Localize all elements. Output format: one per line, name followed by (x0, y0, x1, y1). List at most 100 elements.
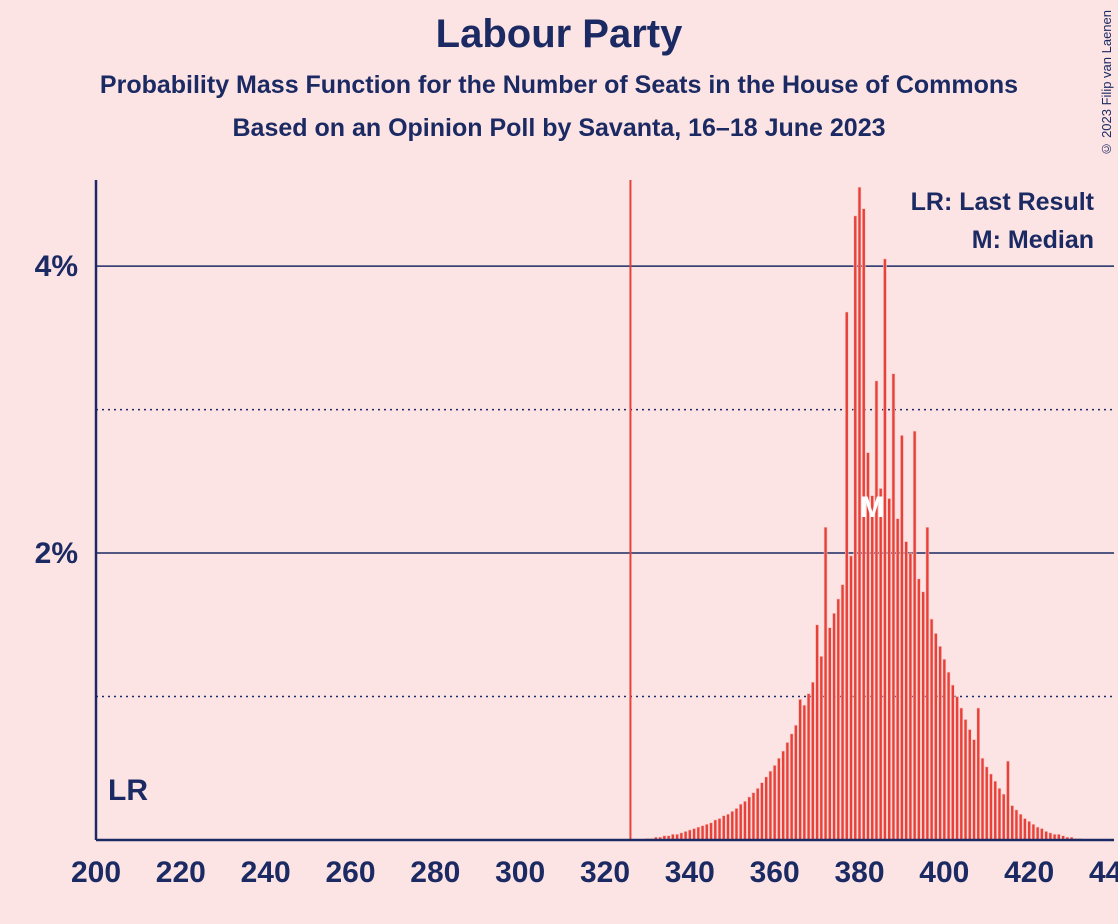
x-tick-label: 400 (919, 856, 969, 889)
pmf-bar (841, 585, 844, 840)
y-tick-label: 4% (35, 250, 78, 283)
pmf-bar (1019, 814, 1022, 840)
pmf-bar (871, 496, 874, 840)
pmf-bar (926, 527, 929, 840)
x-tick-label: 200 (71, 856, 121, 889)
pmf-bar (701, 826, 704, 840)
pmf-bar (799, 699, 802, 840)
pmf-bar (803, 705, 806, 840)
pmf-bar (748, 797, 751, 840)
pmf-bar (743, 801, 746, 840)
pmf-bar (845, 312, 848, 840)
pmf-bar (990, 774, 993, 840)
pmf-bar (934, 633, 937, 840)
pmf-bar (1006, 761, 1009, 840)
pmf-bar (1028, 821, 1031, 840)
pmf-bar (977, 708, 980, 840)
pmf-bar (994, 781, 997, 840)
x-tick-label: 300 (495, 856, 545, 889)
pmf-bar (985, 767, 988, 840)
pmf-bar (807, 694, 810, 840)
pmf-bar (968, 730, 971, 840)
x-tick-label: 380 (834, 856, 884, 889)
pmf-bar (837, 599, 840, 840)
pmf-bar (956, 697, 959, 840)
pmf-bar (718, 818, 721, 840)
pmf-bar (1011, 806, 1014, 840)
x-tick-label: 320 (580, 856, 630, 889)
pmf-bar (752, 793, 755, 840)
x-tick-label: 280 (410, 856, 460, 889)
pmf-bar (705, 824, 708, 840)
pmf-bar (794, 725, 797, 840)
pmf-bar (824, 527, 827, 840)
pmf-bar (782, 751, 785, 840)
pmf-bar (765, 777, 768, 840)
x-tick-label: 420 (1004, 856, 1054, 889)
pmf-bar (697, 827, 700, 840)
pmf-bar (811, 682, 814, 840)
pmf-bar (820, 656, 823, 840)
pmf-bar (850, 556, 853, 840)
pmf-bar (960, 708, 963, 840)
pmf-bar (981, 758, 984, 840)
x-tick-label: 440 (1089, 856, 1118, 889)
pmf-bar (714, 820, 717, 840)
pmf-bar (828, 628, 831, 840)
pmf-bar (930, 619, 933, 840)
pmf-bar (943, 659, 946, 840)
pmf-bar (1036, 827, 1039, 840)
median-label: M (860, 491, 885, 524)
pmf-bar (1023, 818, 1026, 840)
pmf-bar (883, 259, 886, 840)
pmf-bar (693, 829, 696, 840)
pmf-bar (1032, 824, 1035, 840)
pmf-bar (684, 831, 687, 840)
pmf-bar (998, 788, 1001, 840)
pmf-bar (722, 816, 725, 840)
pmf-bar (879, 488, 882, 840)
pmf-bar (888, 499, 891, 840)
chart-plot-area: 2% 4% LR M 200 220 240 260 280 300 320 340 360 380 400… (0, 0, 1118, 924)
pmf-bar (786, 742, 789, 840)
x-tick-label: 360 (750, 856, 800, 889)
pmf-bar (973, 740, 976, 840)
pmf-bar (909, 553, 912, 840)
pmf-bar (862, 209, 865, 840)
pmf-bar (913, 431, 916, 840)
legend-lr: LR: Last Result (911, 188, 1095, 216)
pmf-bar (790, 734, 793, 840)
pmf-bar (777, 758, 780, 840)
pmf-bar (905, 542, 908, 840)
pmf-bar (892, 374, 895, 840)
lr-label: LR (108, 774, 148, 807)
pmf-bar (731, 811, 734, 840)
pmf-bar (917, 579, 920, 840)
pmf-bar (756, 788, 759, 840)
pmf-bar (1045, 831, 1048, 840)
x-tick-label: 260 (325, 856, 375, 889)
pmf-bar (900, 435, 903, 840)
pmf-bar (939, 646, 942, 840)
y-tick-label: 2% (35, 537, 78, 570)
pmf-bar (769, 771, 772, 840)
pmf-bar (964, 719, 967, 840)
pmf-bar (922, 592, 925, 840)
pmf-bar (760, 783, 763, 840)
x-tick-label: 340 (665, 856, 715, 889)
pmf-bar (1002, 794, 1005, 840)
pmf-bar (951, 685, 954, 840)
pmf-bar (710, 823, 713, 840)
x-tick-label: 220 (156, 856, 206, 889)
pmf-bar (688, 830, 691, 840)
pmf-bar (947, 672, 950, 840)
pmf-bar (854, 216, 857, 840)
x-tick-label: 240 (241, 856, 291, 889)
pmf-bar (816, 625, 819, 840)
pmf-bar (1015, 810, 1018, 840)
pmf-bar (773, 765, 776, 840)
pmf-bar (875, 381, 878, 840)
pmf-bar (833, 613, 836, 840)
pmf-bar (739, 804, 742, 840)
pmf-bar (727, 814, 730, 840)
